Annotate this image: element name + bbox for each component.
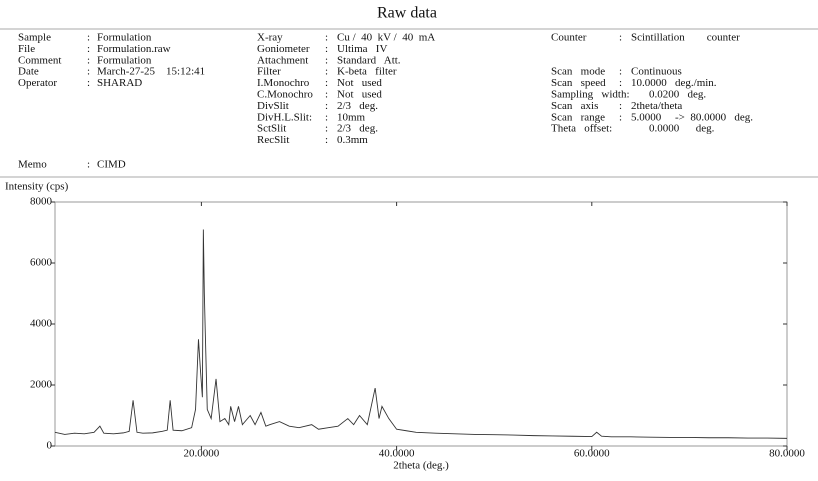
- y-tick-label: 2000: [30, 379, 53, 391]
- info-label: Counter: [551, 32, 587, 44]
- info-label: DivSlit: [257, 100, 289, 112]
- info-label: SctSlit: [257, 123, 286, 135]
- info-label: Attachment: [257, 54, 308, 66]
- separator: :: [619, 32, 622, 44]
- info-value: March-27-25 15:12:41: [97, 66, 205, 78]
- separator: :: [325, 134, 328, 146]
- info-value: 0.3mm: [337, 134, 368, 146]
- info-label: Scan mode: [551, 66, 605, 78]
- plot-frame: [54, 201, 788, 447]
- x-tick-label: 80.0000: [769, 448, 805, 460]
- info-label: Scan speed: [551, 77, 606, 89]
- info-value: Formulation: [97, 32, 152, 44]
- info-value: 10mm: [337, 111, 366, 123]
- separator: :: [619, 100, 622, 112]
- info-value: Formulation: [97, 54, 152, 66]
- separator: :: [325, 32, 328, 44]
- separator: :: [87, 43, 90, 55]
- info-value: K-beta filter: [337, 66, 397, 78]
- separator: :: [87, 159, 90, 171]
- info-value: Standard Att.: [337, 54, 401, 66]
- info-label: I.Monochro: [257, 77, 310, 89]
- y-tick-label: 8000: [30, 196, 53, 208]
- info-value: Formulation.raw: [97, 43, 171, 55]
- y-tick-label: 6000: [30, 257, 53, 269]
- page-title: Raw data: [377, 5, 437, 22]
- separator: :: [325, 66, 328, 78]
- info-value: Not used: [337, 89, 382, 101]
- data-line: [54, 229, 788, 439]
- separator: :: [87, 66, 90, 78]
- info-label: X-ray: [257, 32, 283, 44]
- info-label: Sampling width:: [551, 89, 630, 101]
- info-value: Scintillation counter: [631, 32, 740, 44]
- separator: :: [325, 89, 328, 101]
- x-tick-label: 60.0000: [574, 448, 610, 460]
- info-label: Date: [18, 66, 39, 78]
- info-value: 10.0000 deg./min.: [631, 77, 717, 89]
- info-value: 2/3 deg.: [337, 100, 378, 112]
- separator: :: [325, 54, 328, 66]
- info-label: Operator: [18, 77, 57, 89]
- info-label: Scan range: [551, 111, 605, 123]
- info-label: Sample: [18, 32, 51, 44]
- y-tick-label: 0: [47, 440, 53, 452]
- separator: :: [619, 66, 622, 78]
- info-label: Comment: [18, 54, 61, 66]
- info-value: 0.0000 deg.: [649, 123, 715, 135]
- info-value: Continuous: [631, 66, 682, 78]
- x-tick-label: 40.0000: [379, 448, 415, 460]
- separator: :: [325, 100, 328, 112]
- info-value: 0.0200 deg.: [649, 89, 706, 101]
- memo-value: CIMD: [97, 159, 126, 171]
- separator: :: [619, 111, 622, 123]
- separator: :: [325, 77, 328, 89]
- info-label: DivH.L.Slit:: [257, 111, 312, 123]
- separator: :: [87, 54, 90, 66]
- info-label: Scan axis: [551, 100, 598, 112]
- separator: :: [87, 32, 90, 44]
- info-label: Theta offset:: [551, 123, 612, 135]
- info-label: File: [18, 43, 35, 55]
- separator: :: [619, 77, 622, 89]
- info-value: 2theta/theta: [631, 100, 682, 112]
- separator: :: [325, 43, 328, 55]
- info-value: 2/3 deg.: [337, 123, 378, 135]
- separator: :: [325, 111, 328, 123]
- info-label: RecSlit: [257, 134, 289, 146]
- info-label: Goniometer: [257, 43, 310, 55]
- y-axis-label: Intensity (cps): [5, 181, 69, 193]
- info-value: Cu / 40 kV / 40 mA: [337, 32, 435, 44]
- info-value: Ultima IV: [337, 43, 387, 55]
- y-tick-label: 4000: [30, 318, 53, 330]
- memo-label: Memo: [18, 159, 47, 171]
- x-tick-label: 20.0000: [184, 448, 220, 460]
- separator: :: [87, 77, 90, 89]
- info-value: Not used: [337, 77, 382, 89]
- info-label: C.Monochro: [257, 89, 313, 101]
- separator: :: [325, 123, 328, 135]
- x-axis-label: 2theta (deg.): [393, 460, 449, 472]
- info-label: Filter: [257, 66, 281, 78]
- info-value: SHARAD: [97, 77, 142, 89]
- info-value: 5.0000 -> 80.0000 deg.: [631, 111, 753, 123]
